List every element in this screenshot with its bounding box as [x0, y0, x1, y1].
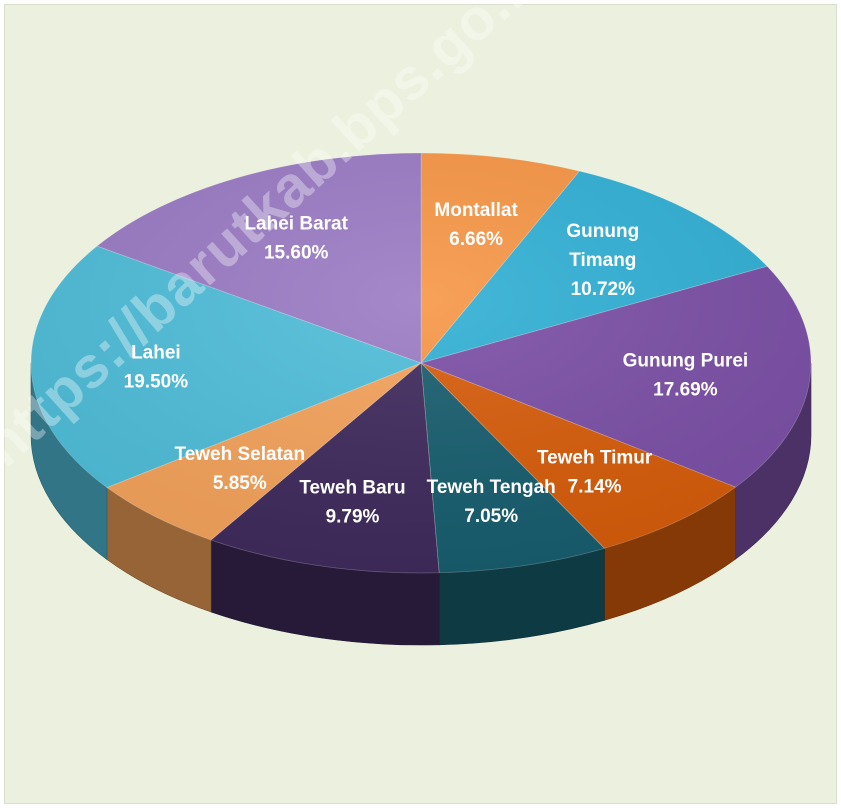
pie-label-value: 19.50% — [124, 372, 189, 393]
pie-label-value: 6.66% — [449, 229, 503, 250]
pie-label-name: Gunung — [566, 221, 639, 242]
pie-label-name: Teweh Timur — [537, 447, 653, 468]
pie-label-value: 7.05% — [464, 506, 518, 527]
pie-label-gunung-timang: Gunung Timang 10.72% — [566, 221, 639, 300]
pie-slices — [30, 152, 812, 574]
pie-label-name: Teweh Selatan — [175, 444, 306, 465]
pie-top-shading — [31, 153, 811, 573]
pie-label-value: 17.69% — [653, 380, 718, 401]
pie-label-lahei-barat: Lahei Barat 15.60% — [244, 214, 348, 264]
pie-label-value: 7.14% — [568, 476, 622, 497]
pie-label-value: 10.72% — [571, 279, 636, 300]
pie-label-name: Teweh Baru — [299, 478, 405, 499]
pie-label-name: Gunung Purei — [623, 351, 749, 372]
pie-sides — [30, 362, 812, 646]
pie-label-montallat: Montallat 6.66% — [434, 200, 518, 250]
pie-label-value: 5.85% — [213, 473, 267, 494]
pie-label-name: Timang — [569, 250, 636, 271]
pie-label-name: Lahei — [131, 343, 181, 364]
pie-label-value: 9.79% — [326, 507, 380, 528]
pie-label-name: Lahei Barat — [244, 214, 348, 235]
pie-label-name: Teweh Tengah — [427, 477, 556, 498]
pie-label-value: 15.60% — [264, 243, 329, 264]
pie-label-teweh-baru: Teweh Baru 9.79% — [299, 478, 405, 528]
pie-label-gunung-purei: Gunung Purei 17.69% — [623, 351, 749, 401]
pie-label-teweh-selatan: Teweh Selatan 5.85% — [175, 444, 306, 494]
pie-labels: Montallat 6.66% Gunung Timang 10.72% Gunung P… — [124, 200, 749, 528]
pie-label-lahei: Lahei 19.50% — [124, 343, 189, 393]
pie-label-teweh-tengah: Teweh Tengah 7.05% — [427, 477, 556, 527]
pie-label-name: Montallat — [434, 200, 518, 221]
pie-label-teweh-timur: Teweh Timur 7.14% — [537, 447, 653, 497]
